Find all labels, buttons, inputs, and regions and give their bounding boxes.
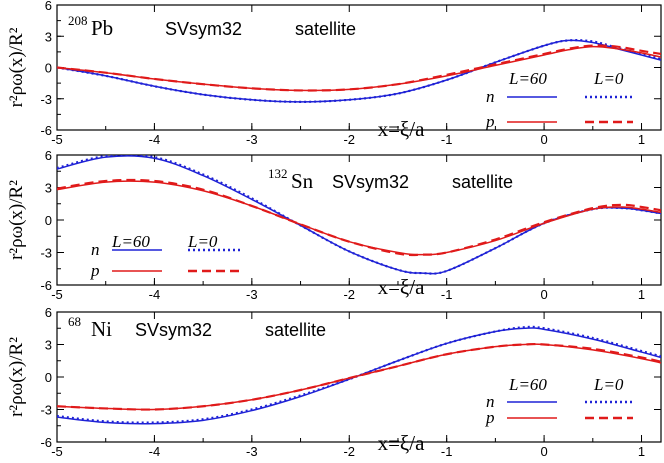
x-tick-label: -3 xyxy=(246,132,258,147)
legend-p-label: p xyxy=(485,112,495,131)
x-tick-label: -4 xyxy=(149,132,161,147)
x-tick-label: 1 xyxy=(638,287,645,302)
legend-col2: L=0 xyxy=(593,69,624,88)
y-tick-label: -6 xyxy=(40,435,52,450)
x-tick-label: -1 xyxy=(441,287,453,302)
legend-n-label: n xyxy=(486,392,495,411)
x-tick-label: -3 xyxy=(246,287,258,302)
y-tick-label: -3 xyxy=(40,403,52,418)
legend-n-label: n xyxy=(486,87,495,106)
y-tick-label: 6 xyxy=(45,0,52,13)
series-p-l-60 xyxy=(57,45,661,92)
x-tick-label: -5 xyxy=(51,287,63,302)
series-n-l-0 xyxy=(57,325,661,424)
x-tick-label: 1 xyxy=(638,444,645,459)
mode-label: satellite xyxy=(265,320,326,340)
y-tick-label: -6 xyxy=(40,123,52,138)
nucleus-label: Ni xyxy=(91,317,112,341)
legend-p-label: p xyxy=(90,261,100,280)
x-tick-label: 0 xyxy=(540,444,547,459)
model-label: SVsym32 xyxy=(165,19,242,39)
panel-pb: -6 -3 0 3 6 -5 -4 -3 -2 -1 0 1 r²ρω(x)/R² x=ξ/a 208 Pb S… xyxy=(6,0,662,147)
panel-ni: -6 -3 0 3 6 -5 -4 -3 -2 -1 0 1 r²ρω(x)/R² x=ξ/a 68 Ni SV… xyxy=(6,305,662,459)
series-p-l-60 xyxy=(57,343,661,411)
y-axis-label: r²ρω(x)/R² xyxy=(6,27,27,107)
x-tick-label: -2 xyxy=(343,287,355,302)
series-p-l-0 xyxy=(57,342,661,411)
legend-col1: L=60 xyxy=(508,69,547,88)
legend-col1: L=60 xyxy=(111,232,150,251)
mass-number: 208 xyxy=(68,13,88,28)
y-tick-label: 3 xyxy=(45,181,52,196)
mode-label: satellite xyxy=(452,172,513,192)
legend-p-label: p xyxy=(485,408,495,427)
y-tick-label: 0 xyxy=(45,370,52,385)
y-tick-label: 0 xyxy=(45,61,52,76)
y-tick-label: 3 xyxy=(45,29,52,44)
x-axis-label: x=ξ/a xyxy=(378,431,426,455)
legend-col1: L=60 xyxy=(508,375,547,394)
x-tick-label: -2 xyxy=(343,444,355,459)
y-axis-label: r²ρω(x)/R² xyxy=(6,337,27,417)
y-tick-label: -3 xyxy=(40,246,52,261)
model-label: SVsym32 xyxy=(332,172,409,192)
mode-label: satellite xyxy=(295,19,356,39)
legend-col2: L=0 xyxy=(187,232,218,251)
series-n-l-0 xyxy=(57,39,661,103)
y-tick-label: 6 xyxy=(45,148,52,163)
x-tick-label: -5 xyxy=(51,444,63,459)
x-tick-label: 1 xyxy=(638,132,645,147)
nucleus-label: Pb xyxy=(91,16,113,40)
mass-number: 132 xyxy=(268,166,288,181)
x-tick-label: -2 xyxy=(343,132,355,147)
y-tick-label: 6 xyxy=(45,305,52,320)
y-tick-label: 0 xyxy=(45,213,52,228)
y-axis-label: r²ρω(x)/R² xyxy=(6,180,27,260)
x-tick-label: 0 xyxy=(540,287,547,302)
legend-col2: L=0 xyxy=(593,375,624,394)
x-tick-label: -1 xyxy=(441,444,453,459)
x-tick-label: -3 xyxy=(246,444,258,459)
x-tick-label: -1 xyxy=(441,132,453,147)
y-tick-label: -3 xyxy=(40,92,52,107)
x-tick-label: -4 xyxy=(149,444,161,459)
x-axis-label: x=ξ/a xyxy=(378,117,426,141)
x-tick-label: -5 xyxy=(51,132,63,147)
series-p-l-0 xyxy=(57,178,661,257)
x-tick-label: 0 xyxy=(540,132,547,147)
mass-number: 68 xyxy=(68,314,81,329)
model-label: SVsym32 xyxy=(135,320,212,340)
x-axis-label: x=ξ/a xyxy=(378,275,426,299)
y-tick-label: -6 xyxy=(40,278,52,293)
nucleus-label: Sn xyxy=(291,169,314,193)
x-tick-label: -4 xyxy=(149,287,161,302)
legend-n-label: n xyxy=(91,240,100,259)
axis-frame xyxy=(56,4,662,131)
y-tick-label: 3 xyxy=(45,338,52,353)
panel-sn: -6 -3 0 3 6 -5 -4 -3 -2 -1 0 1 r²ρω(x)/R² x=ξ/a 132 Sn S… xyxy=(6,148,662,302)
series-p-l-0 xyxy=(57,44,661,92)
